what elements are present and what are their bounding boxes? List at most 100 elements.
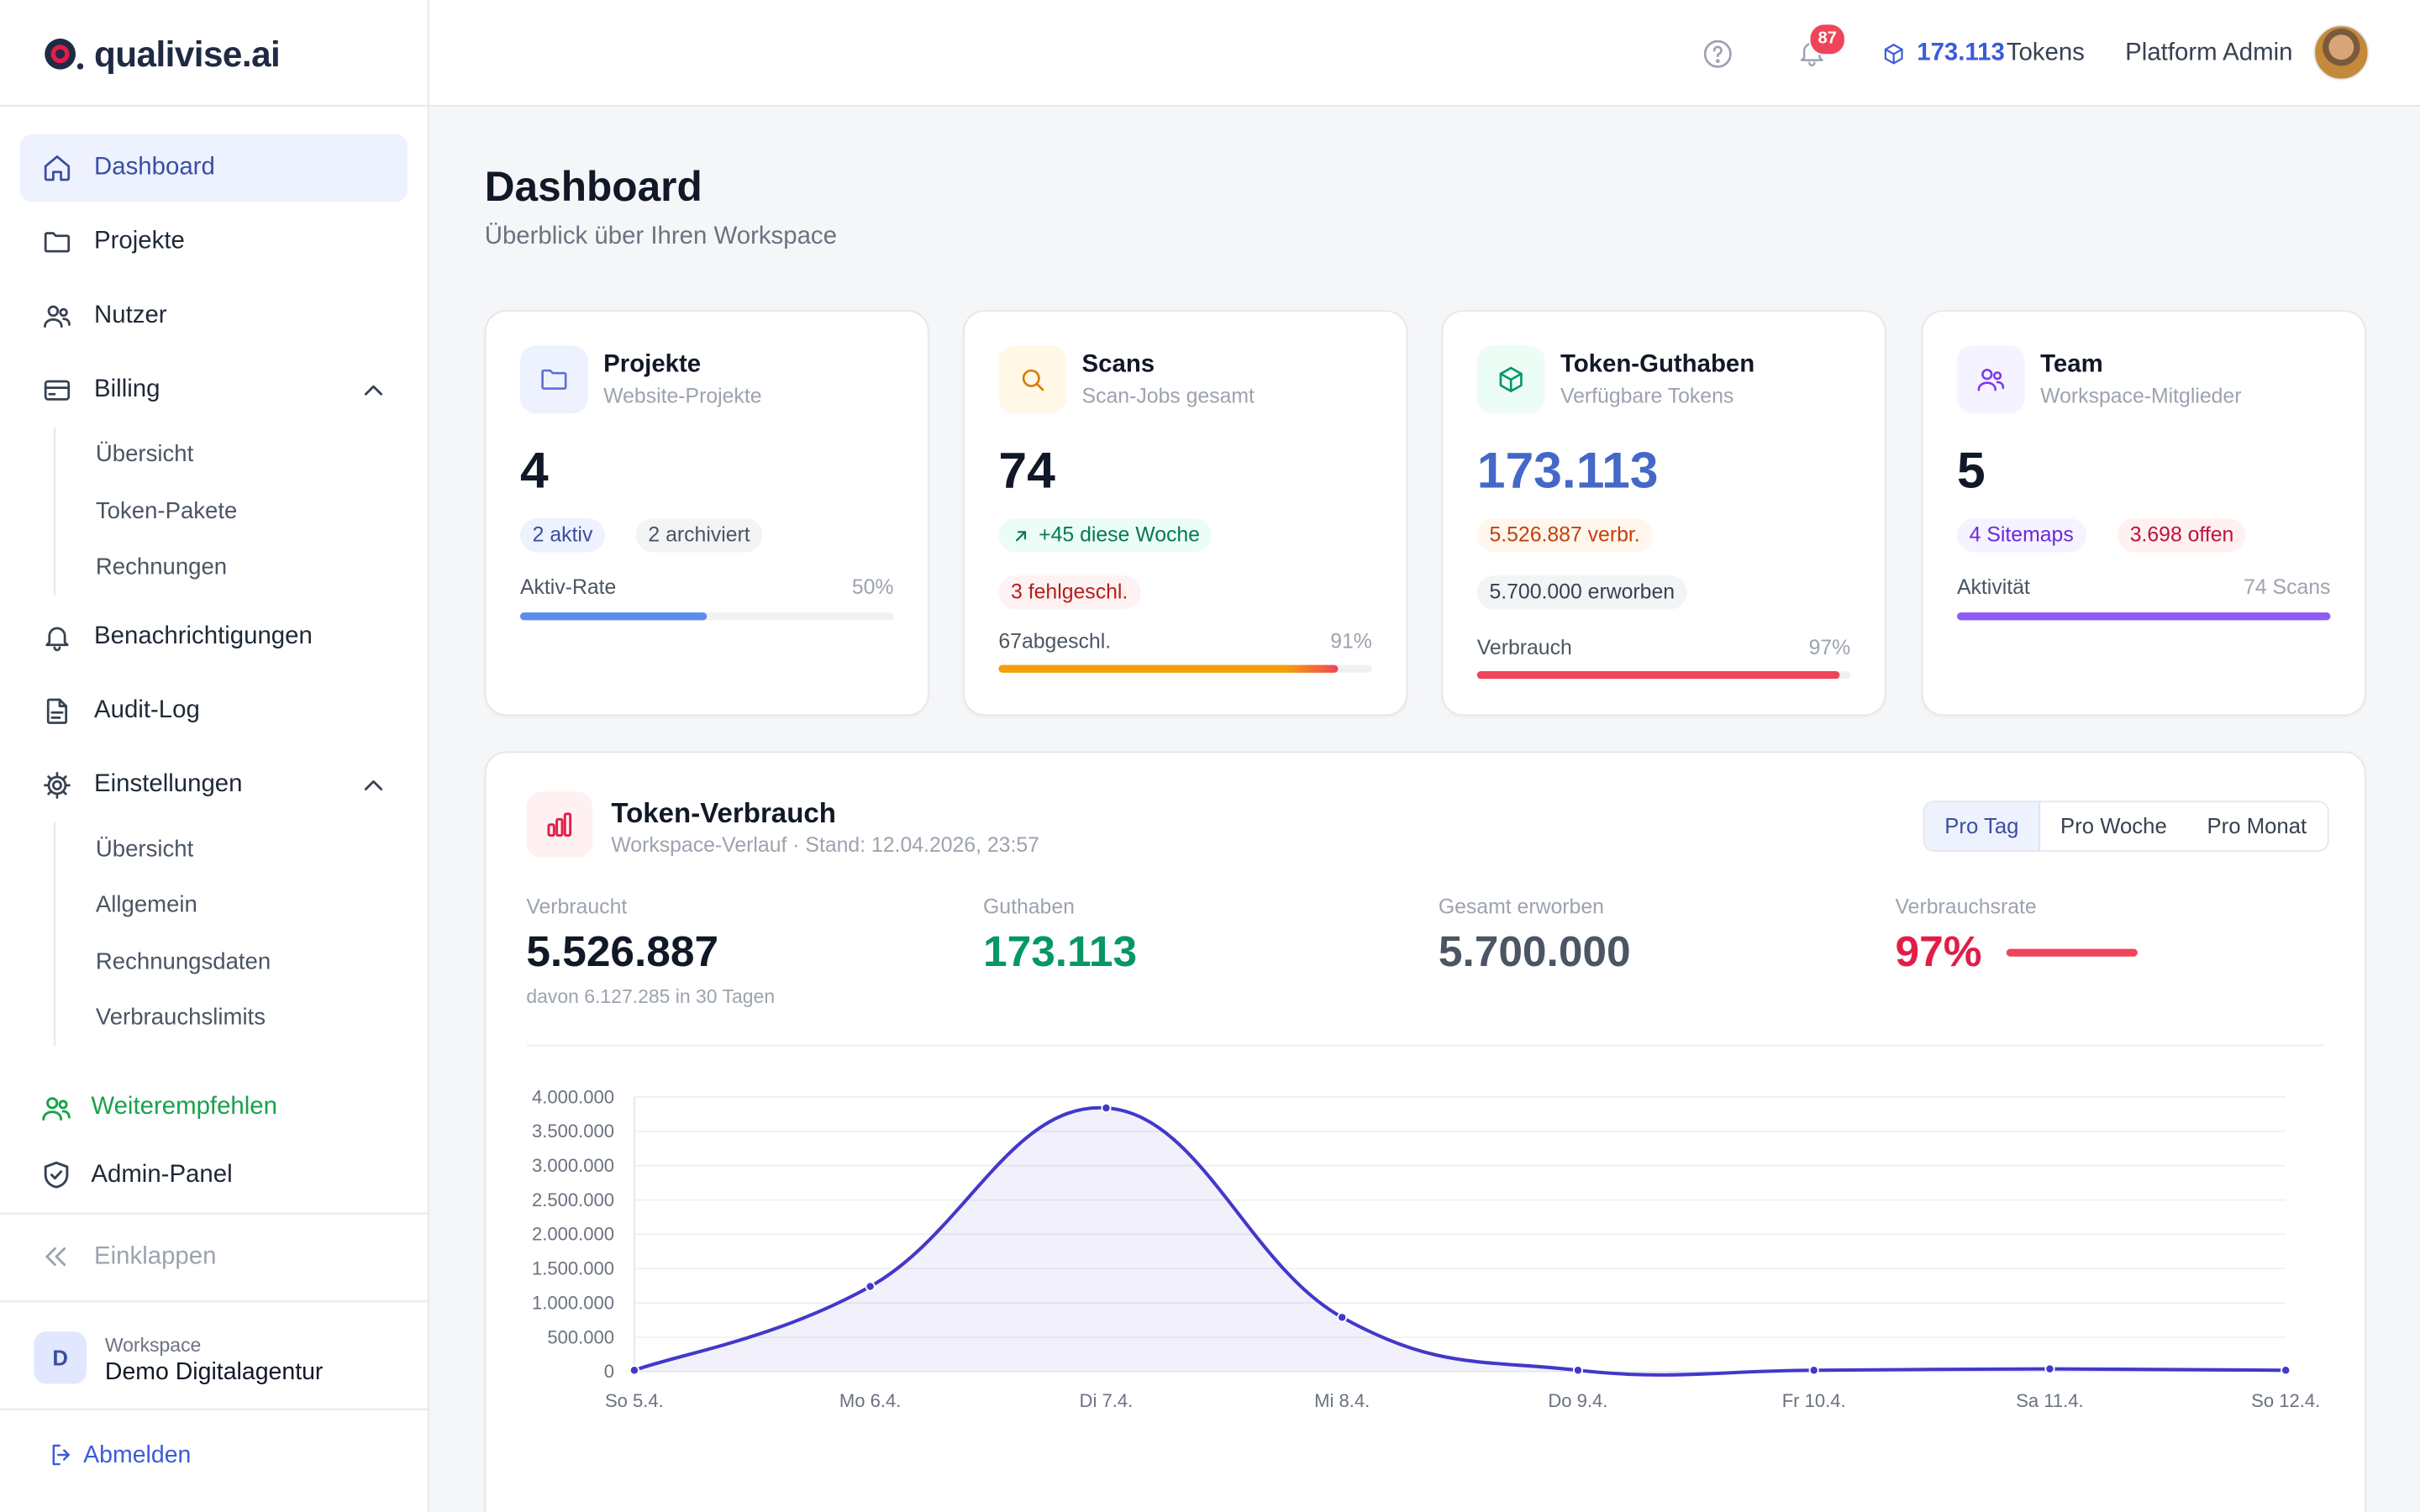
badge-pill: +45 diese Woche	[998, 518, 1213, 553]
period-tab[interactable]: Pro Woche	[2060, 812, 2167, 838]
badge-pill: 2 aktiv	[519, 518, 606, 553]
badge: 5.526.887 verbr.	[1476, 518, 1674, 553]
progress-label: 67abgeschl.	[998, 629, 1112, 653]
divider	[526, 1044, 2325, 1047]
user-avatar	[2313, 24, 2370, 81]
badge-pill: 5.700.000 erworben	[1476, 575, 1687, 610]
nav-item[interactable]: Billing	[20, 356, 408, 424]
badge-text: 5.700.000 erworben	[1489, 580, 1676, 604]
nav-item[interactable]: Dashboard	[19, 134, 408, 202]
icon	[44, 232, 71, 253]
divider	[0, 1408, 428, 1410]
nav-item[interactable]: Einstellungen	[20, 751, 408, 819]
badge: 3 fehlgeschl.	[998, 575, 1161, 610]
badge: 2 archiviert	[635, 518, 784, 553]
progress-value: 74 Scans	[2244, 575, 2331, 599]
nav-item[interactable]: Admin-Panel	[40, 1158, 395, 1194]
icon	[46, 698, 68, 724]
sub-nav-line	[54, 822, 56, 1047]
nav-label: Projekte	[94, 228, 185, 255]
card-subtitle: Scan-Jobs gesamt	[1081, 384, 1255, 407]
y-tick-label: 1.500.000	[532, 1258, 614, 1279]
logout-label: Abmelden	[83, 1442, 192, 1469]
card-value: 173.113	[1476, 441, 1659, 499]
card-icon	[1476, 345, 1545, 414]
sub-nav-item[interactable]: Verbrauchslimits	[95, 1004, 266, 1031]
badge-text: 2 aktiv	[532, 522, 593, 547]
badge-text: 5.526.887 verbr.	[1489, 522, 1640, 547]
stat-card: Scans Scan-Jobs gesamt 74 +45 diese Woche 3 …	[963, 310, 1408, 717]
logout-button[interactable]: Abmelden	[48, 1440, 233, 1471]
sub-nav-item[interactable]: Rechnungen	[95, 554, 228, 580]
card-title: Token-Guthaben	[1560, 351, 1755, 379]
stat-label: Verbraucht	[526, 895, 628, 918]
icon	[1015, 530, 1027, 541]
card-subtitle: Workspace-Mitglieder	[2040, 384, 2242, 407]
icon	[1703, 39, 1732, 68]
token-balance[interactable]: 173.113 Tokens	[1881, 39, 2097, 70]
icon	[42, 1097, 71, 1121]
user-menu[interactable]: Platform Admin	[2125, 24, 2372, 81]
area	[634, 1107, 2286, 1375]
card-title: Team	[2040, 351, 2103, 379]
stat-label: Verbrauchsrate	[1895, 895, 2037, 918]
icon	[1022, 369, 1044, 391]
progress-value: 97%	[1808, 635, 1851, 659]
divider	[0, 1300, 428, 1303]
sub-nav-item[interactable]: Übersicht	[95, 441, 194, 468]
progress-track	[1956, 612, 2331, 621]
divider	[0, 1212, 428, 1215]
card-value: 5	[1956, 441, 1986, 499]
stat-card: Projekte Website-Projekte 4 2 aktiv 2 archiv…	[484, 310, 929, 717]
sub-nav-item[interactable]: Rechnungsdaten	[95, 948, 271, 975]
nav-label: Einstellungen	[94, 771, 243, 798]
y-tick-label: 4.000.000	[532, 1086, 614, 1107]
nav-item[interactable]: Audit-Log	[20, 677, 408, 745]
stat-note: davon 6.127.285 in 30 Tagen	[526, 985, 776, 1008]
workspace-avatar: D	[34, 1331, 87, 1384]
sub-nav-line	[54, 427, 56, 596]
help-button[interactable]	[1701, 37, 1734, 71]
workspace[interactable]: D Workspace Demo Digitalagentur	[34, 1331, 404, 1387]
progress-track	[1476, 670, 1851, 680]
nav-item[interactable]: Benachrichtigungen	[20, 603, 408, 671]
stat-value: 5.700.000	[1438, 927, 1631, 975]
y-tick-label: 0	[604, 1361, 614, 1382]
period-tab[interactable]: Pro Tag	[1924, 802, 2041, 851]
usage-card: Token-Verbrauch Workspace-Verlauf · Stand…	[484, 751, 2366, 1512]
sidebar: qualivise.ai Dashboard Projekte Nutzer Billi…	[0, 0, 429, 1512]
logo-mark	[45, 38, 84, 70]
card-subtitle: Website-Projekte	[603, 384, 762, 407]
badge: 2 aktiv	[519, 518, 627, 553]
nav-label: Admin-Panel	[91, 1162, 233, 1189]
nav-item[interactable]: Projekte	[20, 208, 408, 276]
nav-item[interactable]: Weiterempfehlen	[40, 1089, 395, 1126]
icon	[1884, 44, 1903, 65]
progress-fill	[998, 664, 1339, 673]
icon	[364, 385, 383, 396]
collapse-button[interactable]: Einklappen	[40, 1239, 349, 1276]
top-bar: 87 173.113 Tokens Platform Admin	[429, 0, 2420, 107]
y-tick-label: 2.500.000	[532, 1189, 614, 1210]
card-value: 4	[519, 441, 549, 499]
notifications-button[interactable]: 87	[1797, 23, 1846, 71]
sub-nav-item[interactable]: Übersicht	[95, 836, 194, 863]
nav-item[interactable]: Nutzer	[20, 282, 408, 350]
y-tick-label: 2.000.000	[532, 1224, 614, 1245]
badge-text: 3.698 offen	[2129, 522, 2234, 547]
card-value: 74	[998, 441, 1055, 499]
progress-fill	[1476, 670, 1839, 680]
card-icon	[1956, 345, 2025, 414]
badge: 5.700.000 erworben	[1476, 575, 1709, 610]
period-tab[interactable]: Pro Monat	[2207, 812, 2307, 838]
icon	[1499, 366, 1523, 392]
icon	[44, 305, 71, 328]
icon	[44, 155, 71, 181]
icon	[52, 1444, 70, 1466]
page-subtitle: Überblick über Ihren Workspace	[484, 223, 837, 250]
sub-nav-item[interactable]: Allgemein	[95, 891, 197, 918]
sub-nav-item[interactable]: Token-Pakete	[95, 498, 238, 525]
x-tick-label: Do 9.4.	[1548, 1390, 1607, 1411]
y-tick-label: 3.000.000	[532, 1155, 614, 1176]
